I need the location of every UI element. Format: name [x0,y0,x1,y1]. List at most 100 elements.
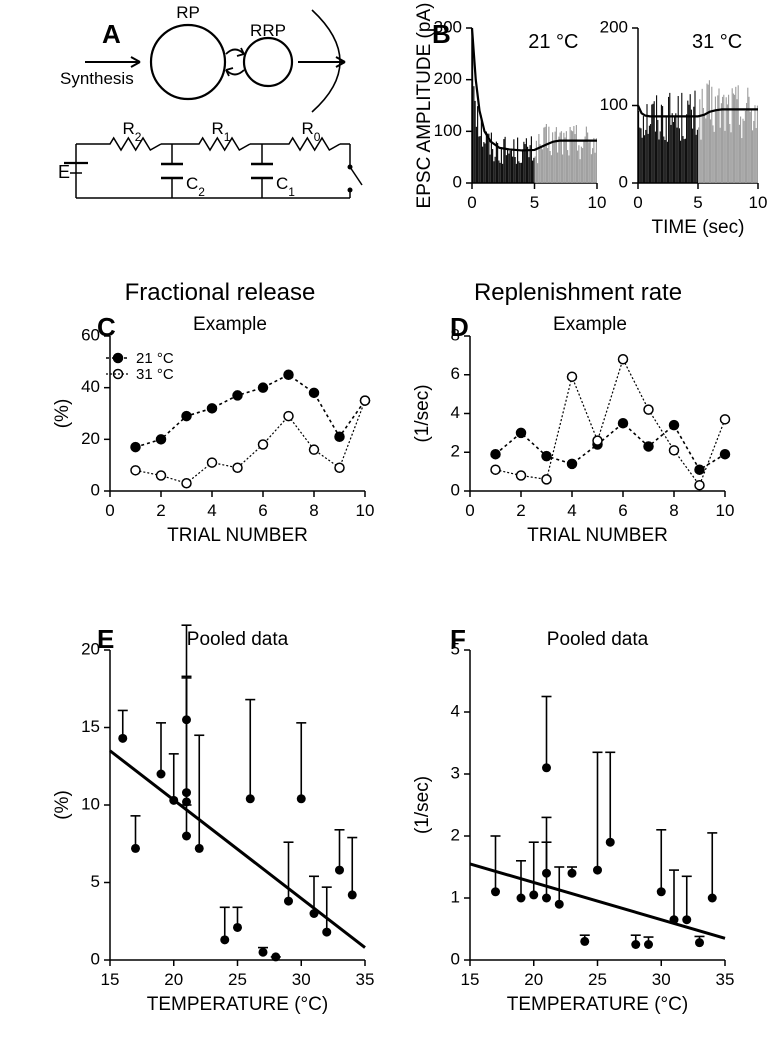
ytick-label: 4 [451,701,460,720]
series-21c-marker [644,442,653,451]
data-point [284,897,293,906]
rp-pool [151,25,225,99]
ytick-label: 2 [451,825,460,844]
ytick-label: 0 [453,172,462,191]
fit-curve [638,106,758,117]
ytick-label: 6 [451,364,460,383]
rp-label: RP [176,3,200,22]
ytick-label: 1 [451,887,460,906]
series-31c-marker [310,445,319,454]
series-31c-marker [335,463,344,472]
data-point [695,938,704,947]
series-31c-marker [619,355,628,364]
header-fractional-release: Fractional release [125,279,316,306]
xtick-label: 20 [524,970,543,989]
ylabel: (%) [52,790,73,820]
series-21c-marker [695,465,704,474]
series-31c-marker [568,372,577,381]
xtick-label: 10 [749,193,768,212]
data-point [568,869,577,878]
series-21c-marker [259,383,268,392]
series-21c-marker [721,450,730,459]
ytick-label: 0 [451,949,460,968]
series-31c-marker [208,458,217,467]
output-arrow [298,57,345,67]
series-31c-marker [284,412,293,421]
ytick-label: 10 [81,794,100,813]
data-point [310,909,319,918]
temp-label: 31 °C [692,31,742,53]
data-point [182,788,191,797]
ylabel: EPSC AMPLITUDE (pA) [414,3,435,209]
ytick-label: 200 [434,69,462,88]
subtitle-d: Example [553,314,627,335]
data-point [555,900,564,909]
legend-21c: 21 °C [136,350,174,367]
series-31c-marker [517,471,526,480]
data-point [682,915,691,924]
xtick-label: 2 [156,501,165,520]
legend-31c: 31 °C [136,366,174,383]
xtick-label: 5 [693,193,702,212]
xtick-label: 30 [652,970,671,989]
data-point [246,794,255,803]
panel-label-a: A [102,19,121,49]
data-point [348,890,357,899]
capacitor-label: C2 [186,174,205,199]
series-31c-marker [644,405,653,414]
xtick-label: 25 [228,970,247,989]
figure-svg: ARPRRPSynthesisER2C2R1C1R0B0100200300051… [0,0,774,1053]
series-21c-marker [284,370,293,379]
xtick-label: 10 [356,501,375,520]
xtick-label: 10 [588,193,607,212]
xtick-label: 6 [258,501,267,520]
xtick-label: 8 [309,501,318,520]
series-31c-marker [593,436,602,445]
series-21c-marker [131,443,140,452]
series-31c-marker [721,415,730,424]
panel-f: FPooled data0123451520253035TEMPERATURE … [412,624,734,1015]
xtick-label: 15 [101,970,120,989]
temp-label: 21 °C [528,31,578,53]
series-21c-marker [670,421,679,430]
data-point [220,935,229,944]
data-point [271,952,280,961]
data-point [542,763,551,772]
series-21c-marker [542,452,551,461]
xtick-label: 25 [588,970,607,989]
series-21c-marker [233,391,242,400]
ytick-label: 40 [81,377,100,396]
series-21c-marker [517,428,526,437]
series-21c-marker [335,432,344,441]
xtick-label: 15 [461,970,480,989]
xtick-label: 0 [465,501,474,520]
ytick-label: 60 [81,325,100,344]
ytick-label: 0 [619,172,628,191]
series-21c-marker [310,388,319,397]
xtick-label: 5 [530,193,539,212]
data-point [157,770,166,779]
xtick-label: 0 [467,193,476,212]
E-label: E [58,162,70,182]
data-point [118,734,127,743]
panel-b-sub: 01002000510TIME (sec)31 °C [600,17,768,238]
xtick-label: 4 [207,501,216,520]
series-21c-marker [568,459,577,468]
xlabel: TEMPERATURE (°C) [147,994,328,1015]
ytick-label: 5 [91,872,100,891]
xtick-label: 2 [516,501,525,520]
ytick-label: 200 [600,17,628,36]
data-point [491,887,500,896]
panel-c: CExample02040600246810TRIAL NUMBER(%)21 … [52,312,374,546]
rrp-label: RRP [250,21,286,40]
data-point [233,923,242,932]
data-point [631,940,640,949]
series-31c-marker [131,466,140,475]
subtitle-f: Pooled data [547,629,649,650]
ytick-label: 0 [91,949,100,968]
data-point [169,796,178,805]
ytick-label: 5 [451,639,460,658]
series-31c-marker [361,396,370,405]
header-replenishment-rate: Replenishment rate [474,279,682,306]
data-point [644,940,653,949]
